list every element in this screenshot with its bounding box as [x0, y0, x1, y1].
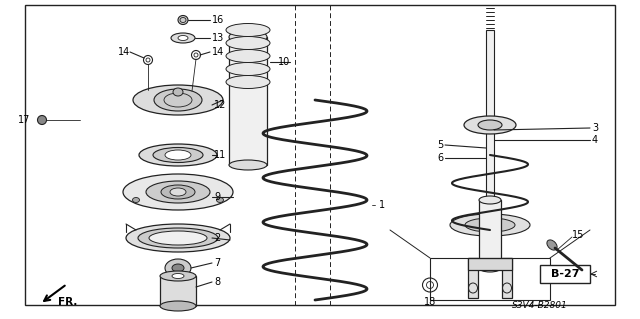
- Ellipse shape: [132, 197, 140, 203]
- Ellipse shape: [172, 273, 184, 278]
- Ellipse shape: [226, 24, 270, 36]
- Bar: [479, 200, 501, 268]
- Text: 10: 10: [278, 57, 290, 67]
- Text: 6: 6: [437, 153, 443, 163]
- Ellipse shape: [146, 181, 210, 203]
- Ellipse shape: [153, 147, 203, 162]
- Text: 16: 16: [212, 15, 224, 25]
- Ellipse shape: [479, 196, 501, 204]
- Ellipse shape: [38, 115, 47, 124]
- Ellipse shape: [464, 116, 516, 134]
- Ellipse shape: [123, 174, 233, 210]
- Ellipse shape: [178, 16, 188, 25]
- Bar: [468, 258, 512, 270]
- Ellipse shape: [226, 49, 270, 63]
- Text: 11: 11: [214, 150, 227, 160]
- Text: 5: 5: [436, 140, 443, 150]
- Text: 17: 17: [18, 115, 30, 125]
- Ellipse shape: [154, 89, 202, 111]
- Ellipse shape: [139, 144, 217, 166]
- Bar: [540, 265, 590, 283]
- Ellipse shape: [160, 301, 196, 311]
- Ellipse shape: [165, 150, 191, 160]
- Ellipse shape: [547, 240, 557, 250]
- Ellipse shape: [178, 35, 188, 41]
- Text: 14: 14: [212, 47, 224, 57]
- Ellipse shape: [465, 218, 515, 232]
- Bar: [229, 37, 267, 165]
- Text: 2: 2: [214, 233, 220, 243]
- Ellipse shape: [149, 231, 207, 245]
- Ellipse shape: [160, 271, 196, 281]
- Ellipse shape: [226, 36, 270, 49]
- Text: S3V4-B2801: S3V4-B2801: [512, 300, 568, 309]
- Ellipse shape: [133, 85, 223, 115]
- Text: FR.: FR.: [58, 297, 77, 307]
- Ellipse shape: [170, 188, 186, 196]
- Text: 9: 9: [214, 192, 220, 202]
- Ellipse shape: [226, 63, 270, 76]
- Ellipse shape: [226, 76, 270, 88]
- Ellipse shape: [171, 33, 195, 43]
- Text: 14: 14: [118, 47, 130, 57]
- Text: 8: 8: [214, 277, 220, 287]
- Bar: [502, 258, 512, 298]
- Text: 18: 18: [424, 297, 436, 307]
- Ellipse shape: [229, 160, 267, 170]
- Text: 4: 4: [592, 135, 598, 145]
- Ellipse shape: [173, 88, 183, 96]
- Ellipse shape: [229, 30, 267, 44]
- Ellipse shape: [478, 120, 502, 130]
- Bar: [468, 258, 478, 298]
- Ellipse shape: [479, 264, 501, 272]
- Bar: [430, 258, 550, 300]
- Ellipse shape: [161, 185, 195, 199]
- Ellipse shape: [216, 197, 223, 203]
- Ellipse shape: [138, 228, 218, 248]
- Text: B-27: B-27: [551, 269, 579, 279]
- Bar: [486, 30, 494, 210]
- Ellipse shape: [450, 214, 530, 236]
- Ellipse shape: [172, 264, 184, 272]
- Bar: [160, 276, 196, 306]
- Text: 1: 1: [379, 200, 385, 210]
- Text: 3: 3: [592, 123, 598, 133]
- Text: 7: 7: [214, 258, 220, 268]
- Text: 12: 12: [214, 100, 227, 110]
- Text: 15: 15: [572, 230, 584, 240]
- Text: 13: 13: [212, 33, 224, 43]
- Ellipse shape: [126, 224, 230, 252]
- Ellipse shape: [165, 259, 191, 277]
